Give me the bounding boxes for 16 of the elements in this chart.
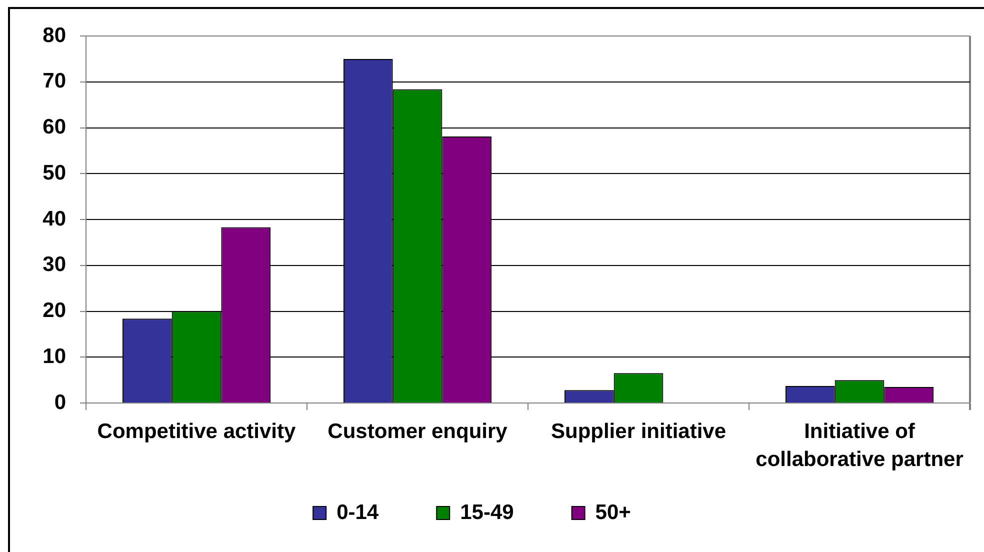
y-tick-label: 0	[54, 390, 66, 414]
x-tick-label: Supplier initiative	[550, 420, 726, 443]
y-tick-label: 40	[42, 207, 66, 230]
y-tick-label: 60	[42, 116, 66, 139]
legend-label: 0-14	[336, 500, 379, 524]
x-tick-label: Customer enquiry	[328, 420, 508, 443]
y-tick-label: 50	[42, 161, 66, 184]
y-tick-label: 30	[42, 253, 66, 276]
legend-label: 50+	[595, 500, 631, 524]
y-tick-label: 70	[42, 70, 66, 93]
legend-label: 15-49	[460, 500, 514, 524]
x-tick-label: Initiative of collaborative partner	[756, 420, 964, 471]
y-tick-label: 20	[42, 299, 66, 322]
y-tick-label: 10	[42, 344, 66, 368]
x-tick-label: Competitive activity	[97, 420, 296, 443]
y-tick-label: 80	[42, 24, 66, 47]
